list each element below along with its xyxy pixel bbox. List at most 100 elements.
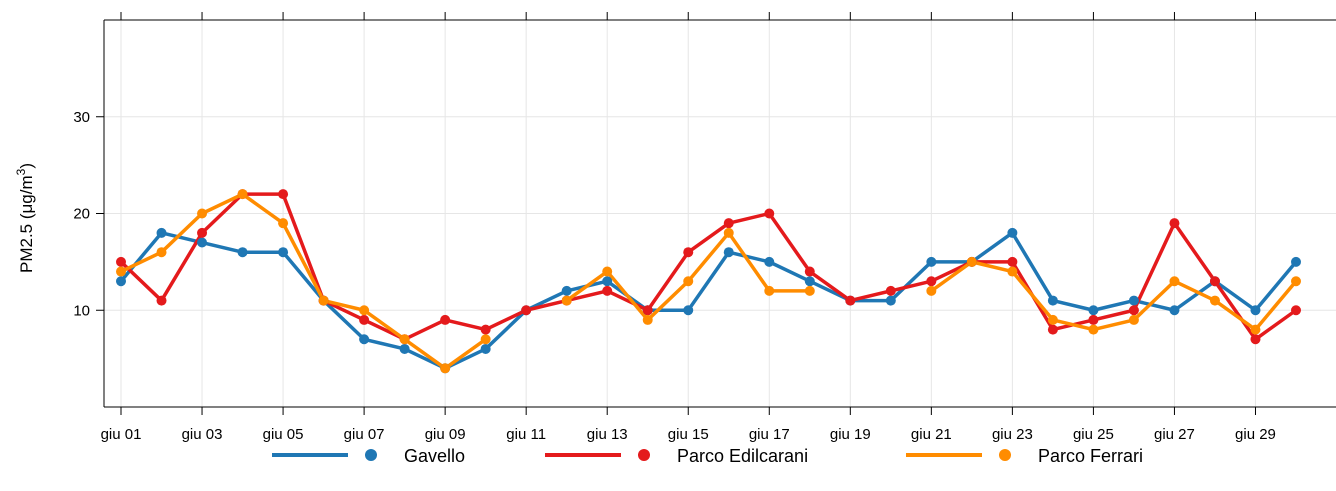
data-point-parco-edilcarani xyxy=(1250,334,1261,345)
legend-label-parco-ferrari: Parco Ferrari xyxy=(1038,446,1143,466)
data-point-parco-edilcarani xyxy=(764,208,775,219)
series-points xyxy=(116,189,1301,374)
data-point-parco-edilcarani xyxy=(602,285,613,296)
series-line-gavello xyxy=(119,231,1298,371)
data-point-gavello xyxy=(764,256,775,267)
data-point-parco-edilcarani xyxy=(197,227,208,238)
data-point-parco-edilcarani xyxy=(804,266,815,277)
data-point-parco-ferrari xyxy=(642,314,653,325)
x-tick-label: giu 13 xyxy=(587,426,628,443)
data-point-gavello xyxy=(723,247,734,258)
legend-item-parco-ferrari: Parco Ferrari xyxy=(906,446,1143,466)
data-point-gavello xyxy=(1169,305,1180,316)
data-point-parco-edilcarani xyxy=(1209,276,1220,287)
data-point-gavello xyxy=(480,343,491,354)
x-tick-label: giu 21 xyxy=(911,426,952,443)
legend: Gavello Parco Edilcarani Parco Ferrari xyxy=(272,446,1143,466)
data-point-parco-ferrari xyxy=(1007,266,1018,277)
data-point-gavello xyxy=(399,343,410,354)
data-point-parco-ferrari xyxy=(399,334,410,345)
legend-marker-parco-edilcarani xyxy=(638,449,650,461)
x-tick-label: giu 19 xyxy=(830,426,871,443)
series-line-parco-ferrari xyxy=(929,260,1298,332)
data-point-parco-ferrari xyxy=(480,334,491,345)
y-tick-label: 30 xyxy=(73,109,90,126)
x-tick-label: giu 01 xyxy=(101,426,142,443)
data-point-gavello xyxy=(156,227,167,238)
data-point-gavello xyxy=(359,334,370,345)
legend-marker-gavello xyxy=(365,449,377,461)
data-point-parco-ferrari xyxy=(440,363,451,374)
x-tick-label: giu 29 xyxy=(1235,426,1276,443)
data-point-parco-edilcarani xyxy=(642,305,653,316)
data-point-parco-edilcarani xyxy=(156,295,167,306)
data-point-parco-edilcarani xyxy=(683,247,694,258)
data-point-parco-ferrari xyxy=(1209,295,1220,306)
data-point-gavello xyxy=(197,237,208,248)
y-axis-title: PM2.5 (μg/m3) xyxy=(14,163,36,273)
data-point-parco-edilcarani xyxy=(1169,218,1180,229)
axes: giu 01 giu 03 giu 05 giu 07 giu 09 giu 11 giu … xyxy=(73,12,1336,443)
data-point-parco-ferrari xyxy=(602,266,613,277)
data-point-parco-ferrari xyxy=(156,247,167,258)
data-point-gavello xyxy=(1128,295,1139,306)
data-point-parco-edilcarani xyxy=(116,256,126,267)
x-tick-label: giu 05 xyxy=(263,426,304,443)
data-point-gavello xyxy=(561,285,572,296)
x-tick-label: giu 15 xyxy=(668,426,709,443)
data-point-gavello xyxy=(602,276,613,287)
data-point-parco-ferrari xyxy=(804,285,815,296)
data-point-gavello xyxy=(1007,227,1018,238)
data-point-parco-ferrari xyxy=(1047,314,1058,325)
data-point-parco-edilcarani xyxy=(480,324,491,335)
data-point-gavello xyxy=(1250,305,1261,316)
x-tick-label: giu 17 xyxy=(749,426,790,443)
data-point-gavello xyxy=(116,276,126,287)
data-point-parco-ferrari xyxy=(237,189,248,200)
data-point-parco-ferrari xyxy=(197,208,208,219)
data-point-parco-ferrari xyxy=(359,305,370,316)
data-point-parco-edilcarani xyxy=(885,285,896,296)
data-point-parco-edilcarani xyxy=(278,189,289,200)
data-point-parco-ferrari xyxy=(764,285,775,296)
data-point-parco-ferrari xyxy=(1250,324,1261,335)
data-point-parco-ferrari xyxy=(683,276,694,287)
series-line-parco-edilcarani xyxy=(119,192,1298,342)
data-point-parco-ferrari xyxy=(723,227,734,238)
x-tick-label: giu 09 xyxy=(425,426,466,443)
data-point-parco-edilcarani xyxy=(1128,305,1139,316)
legend-label-parco-edilcarani: Parco Edilcarani xyxy=(677,446,808,466)
data-point-parco-ferrari xyxy=(966,256,977,267)
legend-item-parco-edilcarani: Parco Edilcarani xyxy=(545,446,808,466)
data-point-gavello xyxy=(1088,305,1099,316)
data-point-parco-edilcarani xyxy=(1047,324,1058,335)
data-point-gavello xyxy=(804,276,815,287)
data-point-gavello xyxy=(1047,295,1058,306)
legend-label-gavello: Gavello xyxy=(404,446,465,466)
data-point-gavello xyxy=(237,247,248,258)
data-point-parco-edilcarani xyxy=(845,295,856,306)
x-tick-label: giu 27 xyxy=(1154,426,1195,443)
y-tick-label: 20 xyxy=(73,206,90,223)
data-point-parco-edilcarani xyxy=(1007,256,1018,267)
data-point-gavello xyxy=(885,295,896,306)
data-point-parco-edilcarani xyxy=(359,314,370,325)
data-point-parco-edilcarani xyxy=(1088,314,1099,325)
x-tick-label: giu 23 xyxy=(992,426,1033,443)
data-point-gavello xyxy=(683,305,694,316)
data-point-parco-edilcarani xyxy=(440,314,451,325)
y-tick-label: 10 xyxy=(73,302,90,319)
x-tick-label: giu 25 xyxy=(1073,426,1114,443)
data-point-gavello xyxy=(278,247,289,258)
data-point-parco-ferrari xyxy=(1128,314,1139,325)
series-lines xyxy=(119,192,1298,371)
data-point-parco-edilcarani xyxy=(1291,305,1301,316)
legend-item-gavello: Gavello xyxy=(272,446,465,466)
data-point-parco-ferrari xyxy=(926,285,937,296)
data-point-parco-ferrari xyxy=(278,218,289,229)
y-axis-title-superscript: 3 xyxy=(14,168,28,175)
grid-lines xyxy=(104,20,1336,407)
data-point-parco-ferrari xyxy=(1291,276,1301,287)
data-point-parco-ferrari xyxy=(561,295,572,306)
